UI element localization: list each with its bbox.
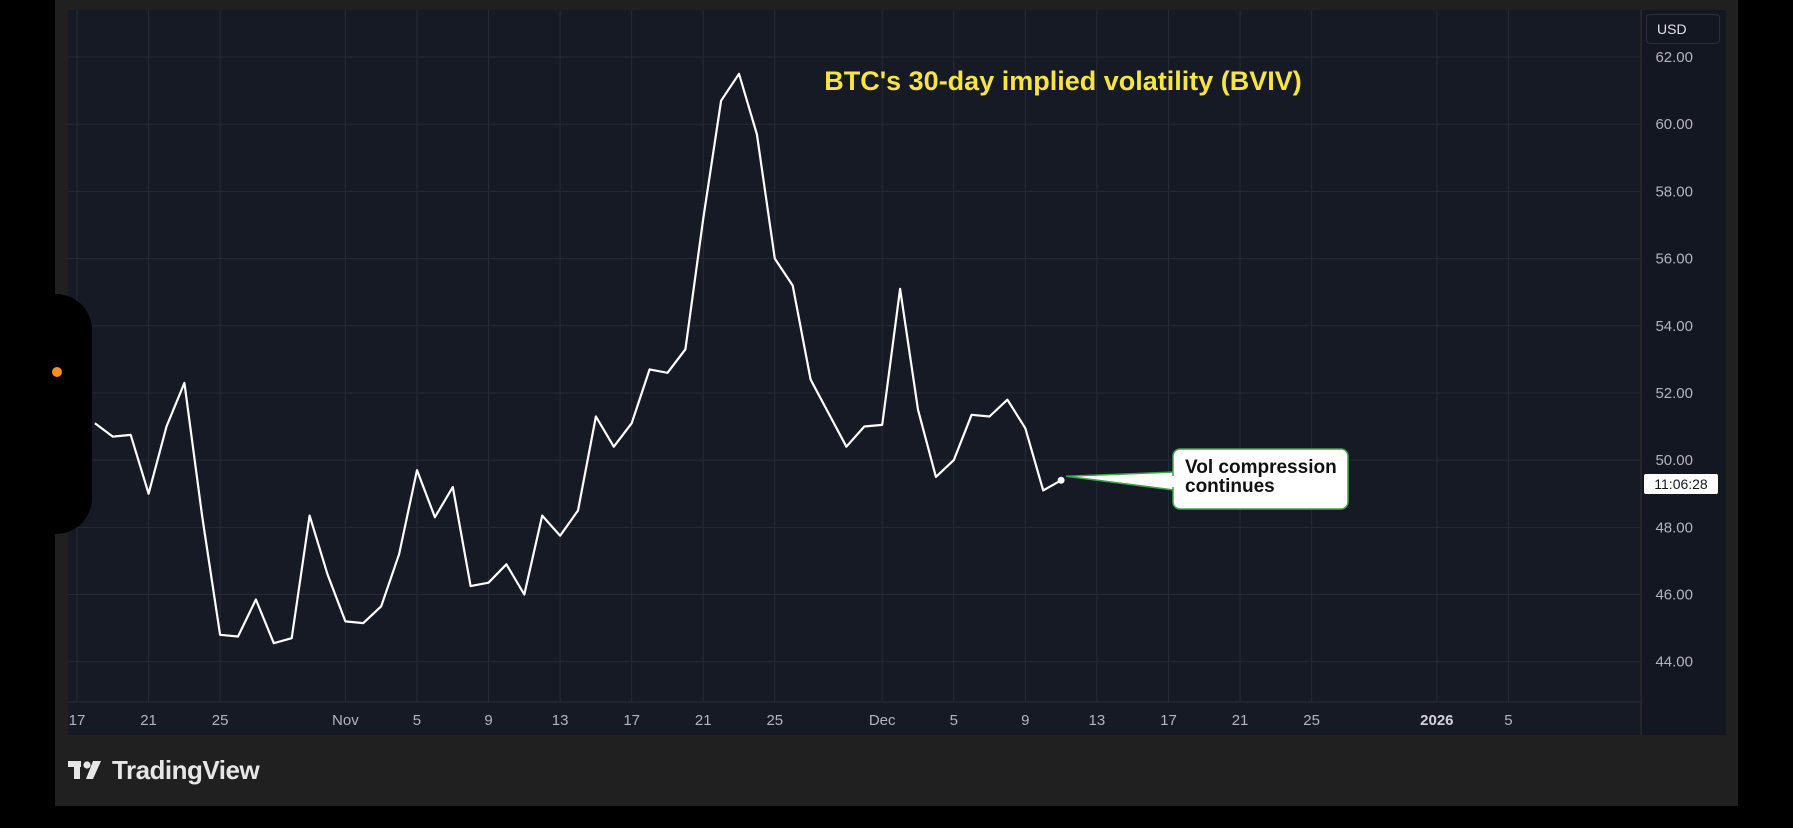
time-tick-label: 17 <box>69 712 86 729</box>
price-tick-label: 58.00 <box>1655 183 1693 200</box>
time-tick-label: 25 <box>212 712 229 729</box>
price-tick-label: 60.00 <box>1655 116 1693 133</box>
time-tick-label: 9 <box>484 712 492 729</box>
annotation-callout[interactable] <box>1066 448 1349 510</box>
time-tick-label: 5 <box>413 712 421 729</box>
series-layer <box>94 72 1065 645</box>
time-tick-label: 13 <box>1089 712 1106 729</box>
last-point-marker <box>1057 476 1065 484</box>
currency-selector[interactable]: USD <box>1646 14 1720 44</box>
time-tick-label: 21 <box>695 712 712 729</box>
price-tick-label: 56.00 <box>1655 251 1693 268</box>
time-tick-label: 13 <box>552 712 569 729</box>
time-tick-label: 17 <box>1160 712 1177 729</box>
time-tick-label: 5 <box>950 712 958 729</box>
tradingview-logo-icon <box>68 761 101 779</box>
time-tick-label: 9 <box>1021 712 1029 729</box>
notification-dot-icon <box>52 367 62 377</box>
price-axis-bg <box>1642 10 1726 735</box>
time-tick-label: Nov <box>332 712 359 729</box>
price-tick-label: 62.00 <box>1655 49 1693 66</box>
time-tick-label: Dec <box>869 712 896 729</box>
callout-seam <box>1171 476 1175 487</box>
callout-line-1: Vol compression <box>1185 457 1337 478</box>
price-axis-labels: 44.00 46.00 48.00 50.00 52.00 54.00 56.00 58.00… <box>1655 49 1693 671</box>
time-axis-labels: 17 21 25 Nov 5 9 13 17 21 25 Dec 5 9 13 17 21 25 2026 5 <box>69 712 1513 729</box>
horizontal-gridlines <box>68 56 1641 663</box>
time-tick-label: 21 <box>140 712 157 729</box>
chart-title: BTC's 30-day implied volatility (BVIV) <box>824 66 1302 96</box>
price-tick-label: 46.00 <box>1655 587 1693 604</box>
vertical-gridlines <box>76 10 1509 702</box>
side-panel[interactable] <box>0 294 92 534</box>
tradingview-logo[interactable]: TradingView <box>68 754 260 785</box>
last-value-label: 11:06:28 <box>1644 474 1718 494</box>
time-tick-label: 21 <box>1232 712 1249 729</box>
callout-text: Vol compression continues <box>1185 458 1345 496</box>
time-tick-label: 2026 <box>1420 712 1453 729</box>
price-tick-label: 52.00 <box>1655 385 1693 402</box>
price-tick-label: 44.00 <box>1655 654 1693 671</box>
series-line <box>94 72 1062 645</box>
callout-line-2: continues <box>1185 476 1275 497</box>
time-tick-label: 5 <box>1504 712 1512 729</box>
brand-name: TradingView <box>112 754 260 785</box>
time-tick-label: 17 <box>623 712 640 729</box>
price-tick-label: 54.00 <box>1655 318 1693 335</box>
price-tick-label: 50.00 <box>1655 452 1693 469</box>
time-tick-label: 25 <box>1303 712 1320 729</box>
time-tick-label: 25 <box>766 712 783 729</box>
price-tick-label: 48.00 <box>1655 519 1693 536</box>
plot-area <box>68 10 1641 735</box>
